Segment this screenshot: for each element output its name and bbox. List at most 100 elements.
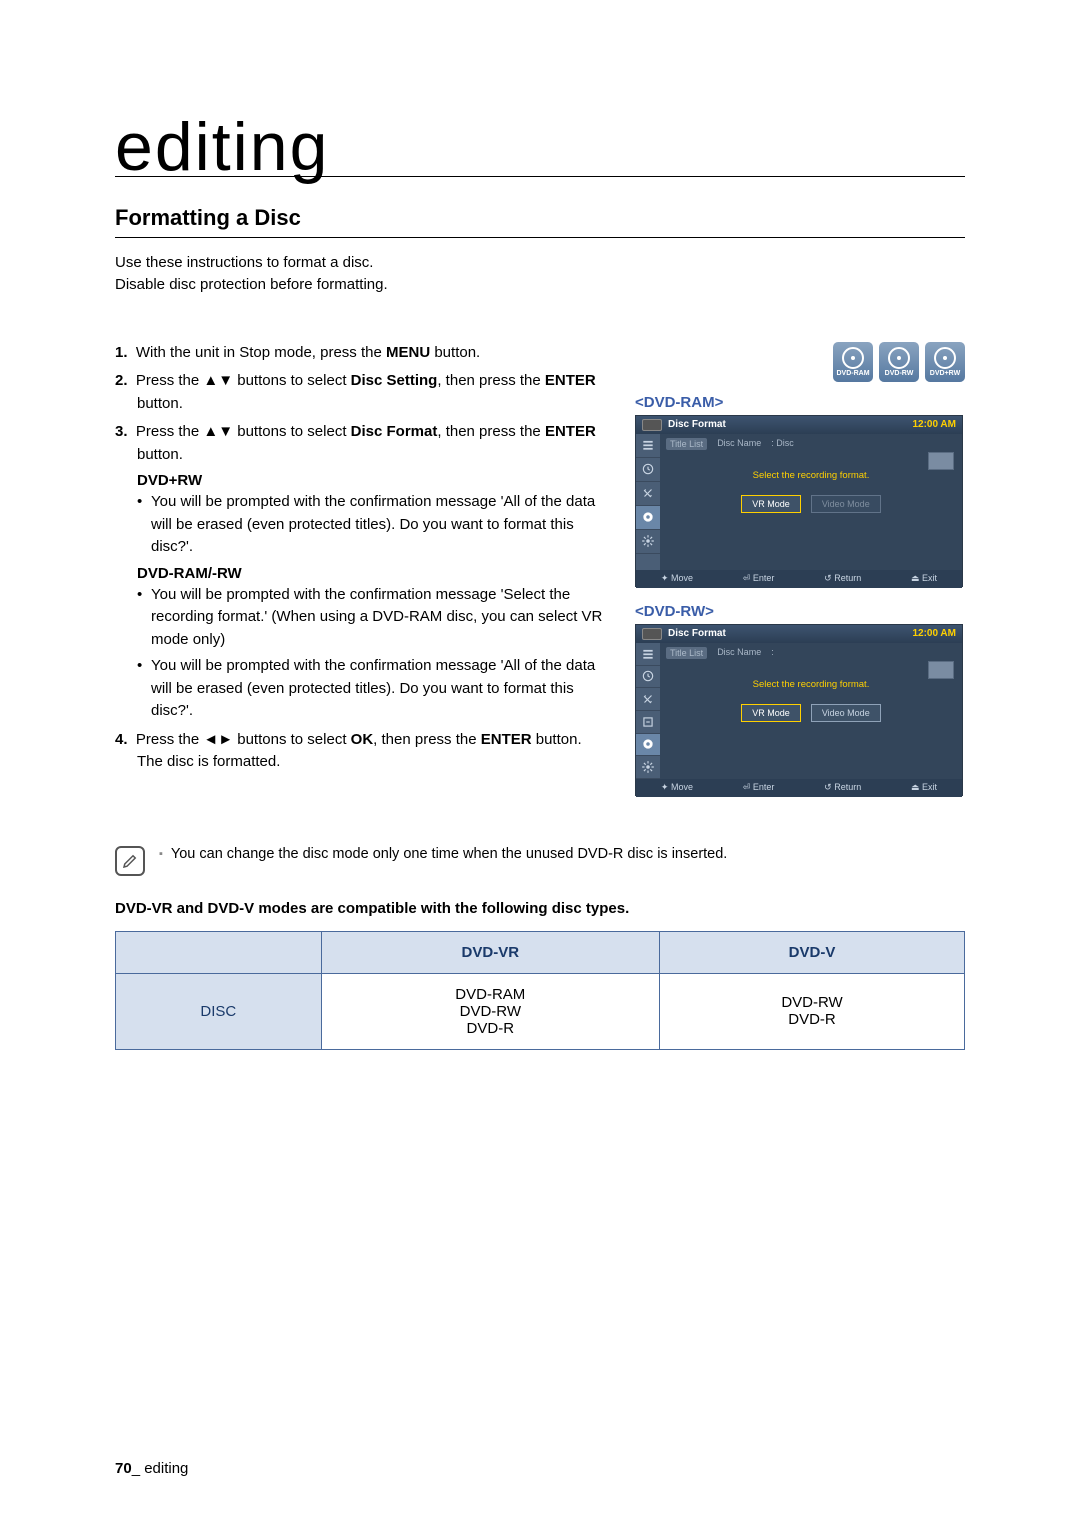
- sidebar-item-list-icon: [636, 643, 660, 666]
- screen-rw-btn-vr[interactable]: VR Mode: [741, 704, 801, 722]
- step-3: 3. Press the ▲▼ buttons to select Disc F…: [115, 421, 611, 466]
- screen-ram-buttons: VR Mode Video Mode: [666, 495, 956, 513]
- section-title: Formatting a Disc: [115, 205, 965, 238]
- screen-ram-discname: Disc Name: [717, 438, 761, 450]
- disc-icon-label-0: DVD-RAM: [836, 370, 869, 377]
- table-header-dvd-v: DVD-V: [660, 931, 965, 973]
- dvd-logo-icon: [642, 419, 662, 431]
- screen-rw-buttons: VR Mode Video Mode: [666, 704, 956, 722]
- dvd-ram-rw-label: DVD-RAM/-RW: [137, 565, 611, 582]
- step-3-bold: Disc Format: [351, 423, 438, 440]
- table-cell-v: DVD-RW DVD-R: [660, 973, 965, 1049]
- step-4-mid: , then press the: [373, 731, 481, 748]
- footer-page-number: 70: [115, 1460, 132, 1477]
- screen-rw-time: 12:00 AM: [912, 628, 956, 639]
- sidebar-item-disc-icon: [636, 506, 660, 530]
- screen-ram-prompt: Select the recording format.: [666, 470, 956, 481]
- screen-ram-sidebar: [636, 434, 660, 570]
- step-4-line2: The disc is formatted.: [137, 753, 280, 770]
- screen-rw-discval: :: [771, 647, 774, 659]
- step-2-bold2: ENTER: [545, 372, 596, 389]
- intro-text: Use these instructions to format a disc.…: [115, 252, 965, 296]
- screen-rw-footer-exit: ⏏ Exit: [911, 782, 937, 793]
- table-cell-vr: DVD-RAM DVD-RW DVD-R: [321, 973, 659, 1049]
- table-cell-vr-2: DVD-R: [467, 1020, 515, 1037]
- screen-ram-footer-return: ↺ Return: [824, 573, 861, 584]
- step-4-bold: OK: [351, 731, 374, 748]
- disc-icon-label-2: DVD+RW: [930, 370, 960, 377]
- dvd-logo-icon: [642, 628, 662, 640]
- table-header-dvd-vr: DVD-VR: [321, 931, 659, 973]
- steps-list-2: 4. Press the ◄► buttons to select OK, th…: [115, 729, 611, 774]
- intro-line-2: Disable disc protection before formattin…: [115, 276, 388, 293]
- step-4-bold2: ENTER: [481, 731, 532, 748]
- screen-rw-sidebar: [636, 643, 660, 779]
- screen-ram-footer: ✦ Move ⏎ Enter ↺ Return ⏏ Exit: [636, 570, 962, 588]
- step-2: 2. Press the ▲▼ buttons to select Disc S…: [115, 370, 611, 415]
- table-cell-v-0: DVD-RW: [781, 994, 842, 1011]
- sidebar-item-tools-icon: [636, 688, 660, 711]
- footer-section: editing: [140, 1460, 188, 1477]
- step-1-bold: MENU: [386, 344, 430, 361]
- screen-label-rw: <DVD-RW>: [635, 603, 965, 620]
- step-1: 1. With the unit in Stop mode, press the…: [115, 342, 611, 365]
- table-header-row: DVD-VR DVD-V: [116, 931, 965, 973]
- page-footer: 70_ editing: [115, 1460, 188, 1477]
- screen-ram-row1: Title List Disc Name : Disc: [666, 438, 956, 450]
- compat-table: DVD-VR DVD-V DISC DVD-RAM DVD-RW DVD-R D…: [115, 931, 965, 1050]
- table-row: DISC DVD-RAM DVD-RW DVD-R DVD-RW DVD-R: [116, 973, 965, 1049]
- disc-icon-dvd-ram: DVD-RAM: [833, 342, 873, 382]
- screen-ram-titlelist: Title List: [666, 438, 707, 450]
- sidebar-item-list-icon: [636, 434, 660, 458]
- step-3-post: button.: [137, 446, 183, 463]
- disc-icon-dvd-rw-plus: DVD+RW: [925, 342, 965, 382]
- footer-underscore: _: [132, 1460, 140, 1477]
- dvd-ram-rw-bullet-1: You will be prompted with the confirmati…: [137, 584, 611, 652]
- step-2-bold: Disc Setting: [351, 372, 438, 389]
- step-4: 4. Press the ◄► buttons to select OK, th…: [115, 729, 611, 774]
- step-3-pre: Press the ▲▼ buttons to select: [136, 423, 351, 440]
- screen-ram-header: Disc Format 12:00 AM: [636, 416, 962, 434]
- screen-rw-titlelist: Title List: [666, 647, 707, 659]
- screen-ram-time: 12:00 AM: [912, 419, 956, 430]
- sidebar-item-gear-icon: [636, 530, 660, 554]
- screen-rw-thumbnail: [928, 661, 954, 679]
- sidebar-item-edit-icon: [636, 711, 660, 734]
- sidebar-item-clock-icon: [636, 666, 660, 689]
- disc-icon-label-1: DVD-RW: [885, 370, 914, 377]
- note-text: You can change the disc mode only one ti…: [159, 846, 727, 862]
- disc-icon-dvd-rw-minus: DVD-RW: [879, 342, 919, 382]
- sidebar-item-gear-icon: [636, 756, 660, 779]
- table-cell-vr-1: DVD-RW: [460, 1003, 521, 1020]
- table-cell-vr-0: DVD-RAM: [455, 986, 525, 1003]
- table-header-empty: [116, 931, 322, 973]
- screen-rw-footer-enter: ⏎ Enter: [743, 782, 775, 793]
- sidebar-item-tools-icon: [636, 482, 660, 506]
- step-2-mid: , then press the: [437, 372, 545, 389]
- screen-ram-btn-vr[interactable]: VR Mode: [741, 495, 801, 513]
- dvd-plus-rw-bullets: You will be prompted with the confirmati…: [137, 491, 611, 559]
- screen-ram-footer-enter: ⏎ Enter: [743, 573, 775, 584]
- screen-ram-title: Disc Format: [668, 419, 726, 430]
- dvd-plus-rw-label: DVD+RW: [137, 472, 611, 489]
- step-3-bold2: ENTER: [545, 423, 596, 440]
- screen-rw-btn-video[interactable]: Video Mode: [811, 704, 881, 722]
- step-1-pre: With the unit in Stop mode, press the: [136, 344, 386, 361]
- screen-ram-footer-move: ✦ Move: [661, 573, 693, 584]
- screen-rw-prompt: Select the recording format.: [666, 679, 956, 690]
- screen-rw-header: Disc Format 12:00 AM: [636, 625, 962, 643]
- step-2-pre: Press the ▲▼ buttons to select: [136, 372, 351, 389]
- note-pencil-icon: [115, 846, 145, 876]
- screen-rw-footer: ✦ Move ⏎ Enter ↺ Return ⏏ Exit: [636, 779, 962, 797]
- step-2-post: button.: [137, 395, 183, 412]
- step-4-post: button.: [532, 731, 582, 748]
- screen-rw-discname: Disc Name: [717, 647, 761, 659]
- screen-dvd-rw: Disc Format 12:00 AM Title List: [635, 624, 963, 796]
- screen-label-ram: <DVD-RAM>: [635, 394, 965, 411]
- step-1-post: button.: [430, 344, 480, 361]
- screen-rw-title: Disc Format: [668, 628, 726, 639]
- screen-rw-row1: Title List Disc Name :: [666, 647, 956, 659]
- dvd-ram-rw-bullets: You will be prompted with the confirmati…: [137, 584, 611, 723]
- chapter-title: editing: [115, 120, 965, 177]
- screen-ram-btn-video: Video Mode: [811, 495, 881, 513]
